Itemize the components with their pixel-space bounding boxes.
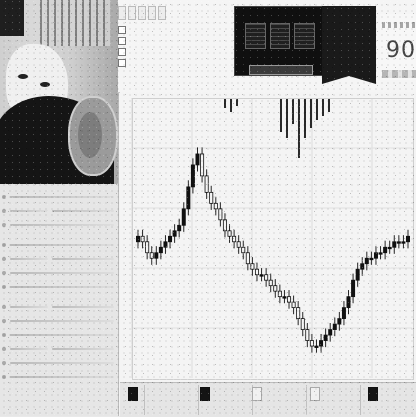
bottom-bar (120, 382, 416, 417)
bullet-icon (2, 305, 6, 309)
bottom-chip[interactable] (368, 387, 378, 401)
bottom-chip[interactable] (128, 387, 138, 401)
list-line (10, 320, 114, 322)
tab-4[interactable] (148, 6, 156, 20)
bottom-tick (360, 385, 361, 415)
list-item[interactable] (2, 238, 114, 252)
tab-3[interactable] (138, 6, 146, 20)
tab-1[interactable] (118, 6, 126, 20)
list-line (10, 348, 48, 350)
checkbox-row[interactable] (118, 35, 222, 46)
banner-slot (270, 23, 291, 49)
banner-subtitle (241, 55, 319, 65)
list-item[interactable] (2, 280, 114, 294)
list-item[interactable] (2, 342, 114, 356)
list-line (10, 224, 114, 226)
list-line (52, 258, 114, 260)
list-item[interactable] (2, 356, 114, 370)
top-strip: 9066 (118, 0, 416, 93)
photo-eye-right (40, 82, 50, 87)
list-item[interactable] (2, 252, 114, 266)
banner-slot (245, 23, 266, 49)
ribbon-notch (322, 76, 376, 84)
bullet-icon (2, 243, 6, 247)
list-line (10, 286, 114, 288)
bottom-tick (198, 385, 199, 415)
photo-wheel-inner (78, 112, 102, 158)
list-item[interactable] (2, 190, 114, 204)
list-line (52, 348, 114, 350)
checkbox-row[interactable] (118, 24, 222, 35)
list-line (10, 196, 114, 198)
list-line (52, 306, 114, 308)
bullet-icon (2, 257, 6, 261)
award-ribbon (322, 6, 376, 76)
banner-slot (294, 23, 315, 49)
bullet-icon (2, 195, 6, 199)
header-bar (382, 70, 416, 78)
bullet-icon (2, 319, 6, 323)
bottom-chip[interactable] (200, 387, 210, 401)
bottom-tick (306, 385, 307, 415)
bullet-icon (2, 375, 6, 379)
promo-banner[interactable] (234, 6, 326, 76)
list-line (52, 210, 114, 212)
list-item[interactable] (2, 370, 114, 384)
bottom-chip[interactable] (310, 387, 320, 401)
checkbox[interactable] (118, 37, 126, 45)
bullet-icon (2, 223, 6, 227)
left-list (2, 190, 114, 412)
list-line (10, 306, 48, 308)
price-readout: 9066 (386, 36, 416, 66)
checkbox[interactable] (118, 59, 126, 67)
photo-dark-corner (0, 0, 24, 36)
checkbox[interactable] (118, 26, 126, 34)
banner-title (247, 11, 313, 21)
list-item[interactable] (2, 300, 114, 314)
list-item[interactable] (2, 314, 114, 328)
tab-5[interactable] (158, 6, 166, 20)
banner-button[interactable] (249, 65, 313, 75)
bullet-icon (2, 285, 6, 289)
checkbox-row[interactable] (118, 57, 222, 68)
list-line (10, 258, 48, 260)
checkbox-row[interactable] (118, 46, 222, 57)
bullet-icon (2, 361, 6, 365)
bullet-icon (2, 209, 6, 213)
list-line (10, 376, 114, 378)
left-panel (0, 0, 119, 416)
bottom-tick (144, 385, 145, 415)
header-right: 9066 (380, 14, 416, 80)
list-line (10, 210, 48, 212)
toolbar-tabs (118, 6, 222, 20)
list-item[interactable] (2, 266, 114, 280)
header-line (382, 22, 416, 28)
bottom-chip[interactable] (252, 387, 262, 401)
list-item[interactable] (2, 328, 114, 342)
list-line (10, 244, 114, 246)
chart-watermark (304, 110, 412, 170)
tab-2[interactable] (128, 6, 136, 20)
toolbar-checks (118, 24, 222, 70)
bullet-icon (2, 271, 6, 275)
list-line (10, 362, 114, 364)
banner-slots (245, 23, 315, 49)
photo-eye-left (18, 74, 28, 79)
list-item[interactable] (2, 204, 114, 218)
list-line (10, 334, 114, 336)
list-item[interactable] (2, 218, 114, 232)
checkbox[interactable] (118, 48, 126, 56)
photo-stripes (40, 0, 110, 46)
bullet-icon (2, 333, 6, 337)
chart-area[interactable] (120, 92, 416, 382)
profile-photo (0, 0, 118, 184)
list-line (10, 272, 114, 274)
bullet-icon (2, 347, 6, 351)
